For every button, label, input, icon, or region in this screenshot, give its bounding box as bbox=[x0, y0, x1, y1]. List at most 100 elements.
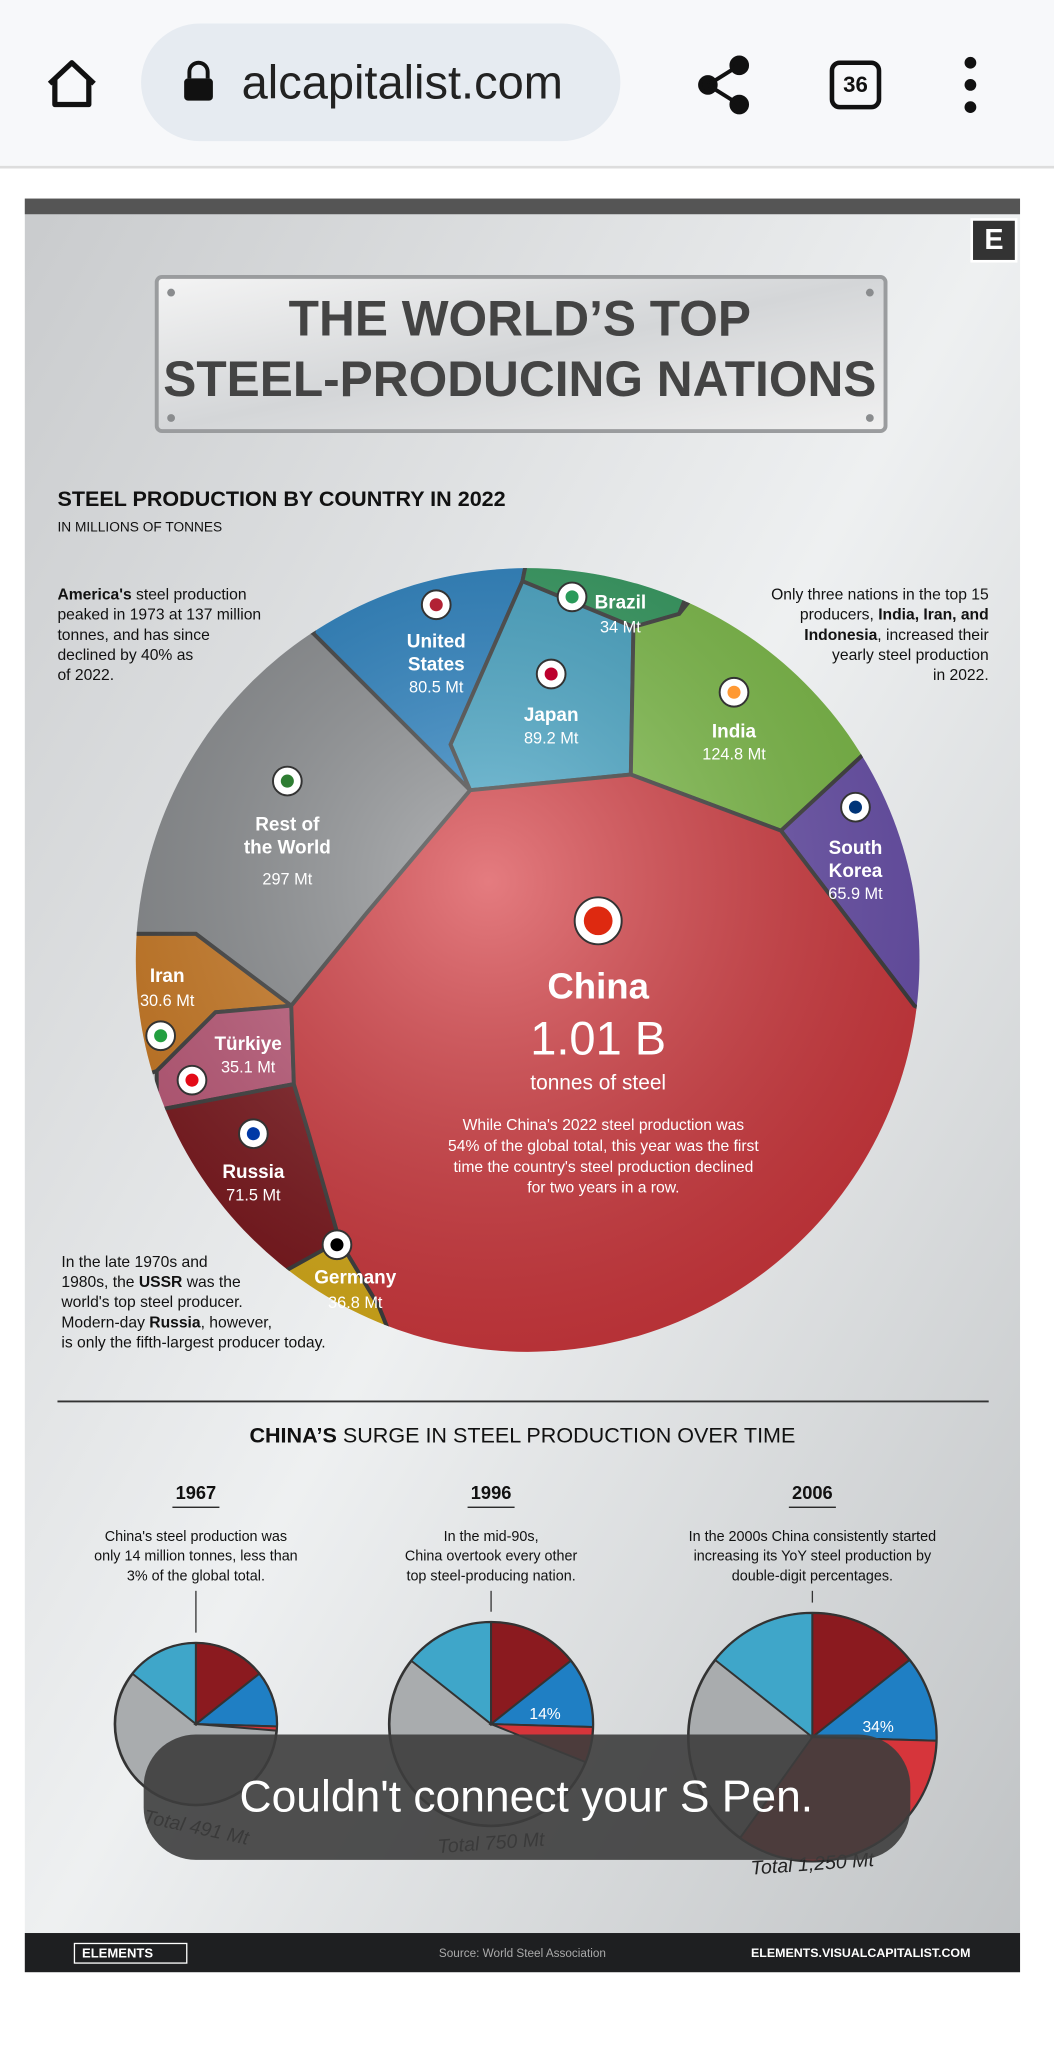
note-line: is only the fifth-largest producer today… bbox=[61, 1335, 325, 1352]
footer-source: Source: World Steel Association bbox=[439, 1947, 606, 1960]
note-text: producers, bbox=[800, 607, 878, 624]
note-line: America's steel production bbox=[57, 587, 246, 604]
section-heading: CHINA’S SURGE IN STEEL PRODUCTION OVER T… bbox=[249, 1422, 795, 1447]
country-value: 34 Mt bbox=[600, 619, 641, 637]
china-unit: tonnes of steel bbox=[530, 1072, 666, 1095]
china-note: 54% of the global total, this year was t… bbox=[448, 1138, 759, 1155]
country-name: Türkiye bbox=[214, 1034, 281, 1055]
share-button[interactable] bbox=[698, 55, 750, 115]
units: IN MILLIONS OF TONNES bbox=[57, 519, 222, 534]
footer-logo bbox=[73, 1942, 188, 1964]
tab-count: 36 bbox=[843, 72, 868, 97]
year: 2006 bbox=[792, 1482, 833, 1503]
note-text: In the late 1970s and bbox=[61, 1254, 207, 1271]
pie-slice bbox=[809, 1658, 938, 1742]
pie-slice bbox=[195, 1723, 278, 1732]
note-text: Only three nations in the top 15 bbox=[771, 587, 989, 604]
country-value: 80.5 Mt bbox=[409, 679, 464, 697]
title: STEEL-PRODUCING NATIONS bbox=[163, 351, 876, 407]
country-name: Germany bbox=[314, 1268, 397, 1289]
toast bbox=[143, 1734, 911, 1860]
note-line: in 2022. bbox=[933, 667, 989, 684]
url-bar[interactable] bbox=[141, 23, 621, 142]
note-line: of 2022. bbox=[57, 667, 114, 684]
note-text: world's top steel producer. bbox=[60, 1294, 242, 1311]
flag-emblem bbox=[848, 800, 863, 814]
flag-emblem bbox=[280, 774, 294, 788]
flag-emblem bbox=[330, 1238, 344, 1252]
tabs-button[interactable] bbox=[829, 60, 882, 110]
flag-emblem bbox=[544, 667, 558, 681]
china-note: While China's 2022 steel production was bbox=[463, 1117, 745, 1134]
country-value: 71.5 Mt bbox=[226, 1187, 281, 1205]
url-text: alcapitalist.com bbox=[242, 56, 563, 109]
flag-emblem bbox=[154, 1029, 168, 1043]
country-name: Korea bbox=[829, 861, 883, 882]
note-text: India, Iran, and bbox=[878, 607, 988, 624]
share-label: 14% bbox=[529, 1706, 560, 1723]
heading-bold: CHINA’S bbox=[249, 1422, 336, 1447]
note-text: of 2022. bbox=[57, 667, 114, 684]
country-name: Iran bbox=[150, 966, 185, 987]
note-text: , however, bbox=[201, 1314, 272, 1331]
home-button[interactable] bbox=[47, 60, 96, 108]
note-text: declined by 40% as bbox=[57, 647, 193, 664]
note-text: Russia bbox=[149, 1314, 201, 1331]
flag-emblem bbox=[565, 590, 579, 604]
country-value: 35.1 Mt bbox=[221, 1059, 276, 1077]
period-text: double-digit percentages. bbox=[732, 1568, 893, 1584]
note-text: , increased their bbox=[877, 627, 988, 644]
country-name: India bbox=[712, 722, 757, 743]
china-note: for two years in a row. bbox=[527, 1180, 679, 1197]
year: 1996 bbox=[471, 1482, 512, 1503]
pie-slice bbox=[409, 1621, 493, 1727]
footer-brand: ELEMENTS bbox=[82, 1945, 153, 1960]
note-line: declined by 40% as bbox=[57, 647, 193, 664]
period-text: increasing its YoY steel production by bbox=[694, 1549, 932, 1565]
note-line: Only three nations in the top 15 bbox=[771, 587, 989, 604]
china-name: China bbox=[547, 965, 649, 1006]
pie-slice bbox=[488, 1659, 594, 1729]
note-text: 1980s, the bbox=[61, 1274, 138, 1291]
country-name: Russia bbox=[222, 1162, 285, 1183]
note-line: Indonesia, increased their bbox=[804, 627, 988, 644]
share-label: 34% bbox=[862, 1719, 893, 1736]
period-text: 3% of the global total. bbox=[127, 1568, 265, 1584]
pie-slice bbox=[490, 1621, 573, 1727]
note-text: was the bbox=[182, 1274, 241, 1291]
lock-shackle bbox=[187, 60, 210, 79]
note-line: 1980s, the USSR was the bbox=[61, 1274, 241, 1291]
period-text: only 14 million tonnes, less than bbox=[94, 1549, 298, 1565]
pie-slice bbox=[713, 1612, 814, 1740]
country-value: 30.6 Mt bbox=[140, 992, 195, 1010]
year: 1967 bbox=[176, 1482, 217, 1503]
flag-emblem bbox=[246, 1127, 260, 1141]
country-value: 124.8 Mt bbox=[702, 745, 766, 763]
period-text: China's steel production was bbox=[105, 1529, 287, 1545]
plate-screws bbox=[167, 288, 874, 422]
top-rule bbox=[24, 198, 1021, 215]
country-name: Brazil bbox=[595, 592, 647, 613]
country-name: States bbox=[408, 654, 465, 675]
subtitle: STEEL PRODUCTION BY COUNTRY IN 2022 bbox=[57, 486, 505, 511]
note-line: yearly steel production bbox=[832, 647, 989, 664]
badge-text: E bbox=[984, 224, 1003, 256]
sphere-shine bbox=[135, 568, 920, 1352]
pie-slice bbox=[811, 1612, 911, 1740]
pie-slice bbox=[194, 1642, 261, 1727]
flag-emblem bbox=[429, 598, 443, 612]
note-text: peaked in 1973 at 137 million bbox=[57, 607, 261, 624]
country-name: Rest of bbox=[255, 814, 320, 835]
lock-icon bbox=[184, 78, 213, 101]
footer bbox=[24, 1933, 1021, 1973]
note-text: Modern-day bbox=[61, 1314, 149, 1331]
menu-button[interactable] bbox=[964, 56, 977, 114]
note-text: yearly steel production bbox=[832, 647, 989, 664]
note-line: Modern-day Russia, however, bbox=[61, 1314, 272, 1331]
note-text: USSR bbox=[139, 1274, 183, 1291]
pie-slice bbox=[131, 1642, 197, 1727]
note-line: world's top steel producer. bbox=[60, 1294, 242, 1311]
note-line: In the late 1970s and bbox=[61, 1254, 207, 1271]
china-value: 1.01 B bbox=[530, 1012, 666, 1065]
